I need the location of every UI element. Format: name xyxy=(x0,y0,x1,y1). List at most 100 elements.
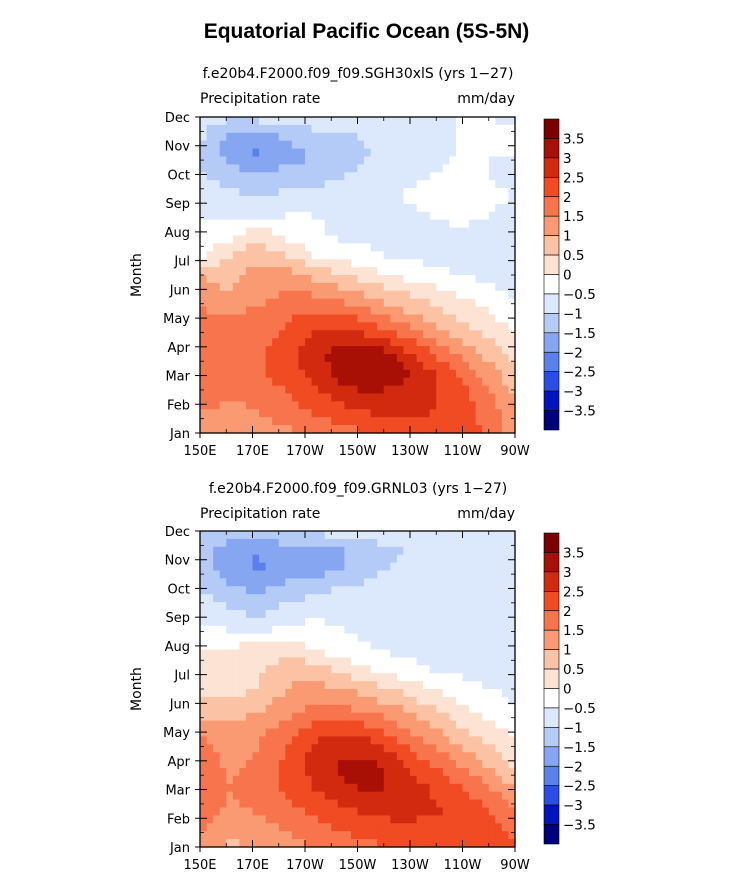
heatmap-cell xyxy=(291,267,300,276)
heatmap-cell xyxy=(226,401,234,410)
heatmap-cell xyxy=(370,799,378,809)
heatmap-cell xyxy=(272,839,280,848)
heatmap-cell xyxy=(311,712,319,722)
heatmap-cell xyxy=(403,196,411,205)
heatmap-cell xyxy=(429,346,437,355)
heatmap-cell xyxy=(219,330,227,339)
heatmap-cell xyxy=(508,251,516,260)
heatmap-cell xyxy=(462,132,470,142)
heatmap-cell xyxy=(213,124,221,134)
heatmap-cell xyxy=(469,409,477,418)
heatmap-cell xyxy=(462,704,470,714)
heatmap-cell xyxy=(501,799,510,809)
heatmap-cell xyxy=(245,156,254,165)
heatmap-cell xyxy=(213,783,221,793)
heatmap-cell xyxy=(285,346,293,355)
heatmap-cell xyxy=(213,570,221,579)
heatmap-cell xyxy=(318,275,326,284)
heatmap-cell xyxy=(410,752,418,761)
heatmap-cell xyxy=(377,401,385,410)
heatmap-cell xyxy=(410,203,418,213)
heatmap-cell xyxy=(462,712,470,722)
heatmap-cell xyxy=(364,554,372,564)
heatmap-cell xyxy=(410,196,418,205)
heatmap-cell xyxy=(305,610,313,619)
heatmap-cell xyxy=(495,783,503,793)
heatmap-cell xyxy=(377,188,385,197)
heatmap-cell xyxy=(305,744,313,753)
heatmap-cell xyxy=(370,393,378,402)
heatmap-cell xyxy=(331,641,339,651)
heatmap-cell xyxy=(272,282,280,292)
heatmap-cell xyxy=(305,752,313,761)
heatmap-cell xyxy=(232,578,240,587)
heatmap-cell xyxy=(495,259,503,268)
heatmap-cell xyxy=(311,610,319,619)
heatmap-cell xyxy=(488,673,496,682)
heatmap-cell xyxy=(324,602,332,611)
heatmap-cell xyxy=(462,696,470,706)
heatmap-cell xyxy=(449,712,457,722)
heatmap-cell xyxy=(226,657,234,666)
heatmap-cell xyxy=(350,156,359,165)
heatmap-cell xyxy=(410,633,418,643)
heatmap-cell xyxy=(265,172,273,181)
heatmap-cell xyxy=(488,815,496,824)
heatmap-cell xyxy=(442,330,450,339)
heatmap-cell xyxy=(436,673,444,682)
heatmap-cell xyxy=(462,831,470,840)
heatmap-cell xyxy=(383,799,391,809)
heatmap-cell xyxy=(377,594,385,603)
heatmap-cell xyxy=(285,117,293,126)
heatmap-cell xyxy=(495,617,503,627)
heatmap-cell xyxy=(370,219,378,229)
heatmap-cell xyxy=(252,831,260,840)
heatmap-cell xyxy=(462,188,470,197)
heatmap-cell xyxy=(370,267,378,276)
heatmap-cell xyxy=(390,314,398,323)
heatmap-cell xyxy=(390,562,398,572)
heatmap-cell xyxy=(305,807,313,816)
heatmap-cell xyxy=(200,760,208,769)
heatmap-cell xyxy=(364,369,372,379)
heatmap-cell xyxy=(449,538,457,548)
heatmap-cell xyxy=(396,823,405,832)
heatmap-cell xyxy=(298,393,306,402)
heatmap-cell xyxy=(265,562,273,572)
heatmap-cell xyxy=(331,338,339,347)
heatmap-cell xyxy=(291,385,300,395)
heatmap-cell xyxy=(291,649,300,658)
heatmap-cell xyxy=(390,641,398,651)
heatmap-cell xyxy=(232,633,240,643)
heatmap-cell xyxy=(285,164,293,173)
heatmap-cell xyxy=(259,227,267,237)
heatmap-cell xyxy=(232,132,240,142)
heatmap-cell xyxy=(259,720,267,730)
heatmap-cell xyxy=(200,124,208,134)
heatmap-cell xyxy=(206,306,214,316)
heatmap-cell xyxy=(429,546,437,556)
heatmap-cell xyxy=(259,338,267,347)
heatmap-cell xyxy=(436,696,444,706)
heatmap-cell xyxy=(357,720,365,730)
heatmap-cell xyxy=(226,689,234,698)
heatmap-cell xyxy=(337,736,345,745)
heatmap-cell xyxy=(423,164,431,173)
heatmap-cell xyxy=(232,720,240,730)
heatmap-cell xyxy=(311,354,319,363)
heatmap-cell xyxy=(278,172,286,181)
heatmap-cell xyxy=(298,196,306,205)
heatmap-cell xyxy=(324,752,332,761)
colorbar-box xyxy=(543,824,560,845)
heatmap-cell xyxy=(396,657,405,666)
heatmap-cell xyxy=(396,775,405,785)
heatmap-cell xyxy=(265,346,273,355)
heatmap-cell xyxy=(350,298,359,308)
heatmap-cell xyxy=(305,409,313,418)
heatmap-cell xyxy=(495,689,503,698)
heatmap-cell xyxy=(219,425,227,434)
y-tick-label: Jun xyxy=(169,697,190,712)
heatmap-cell xyxy=(259,401,267,410)
heatmap-cell xyxy=(331,132,339,142)
heatmap-cell xyxy=(305,361,313,371)
